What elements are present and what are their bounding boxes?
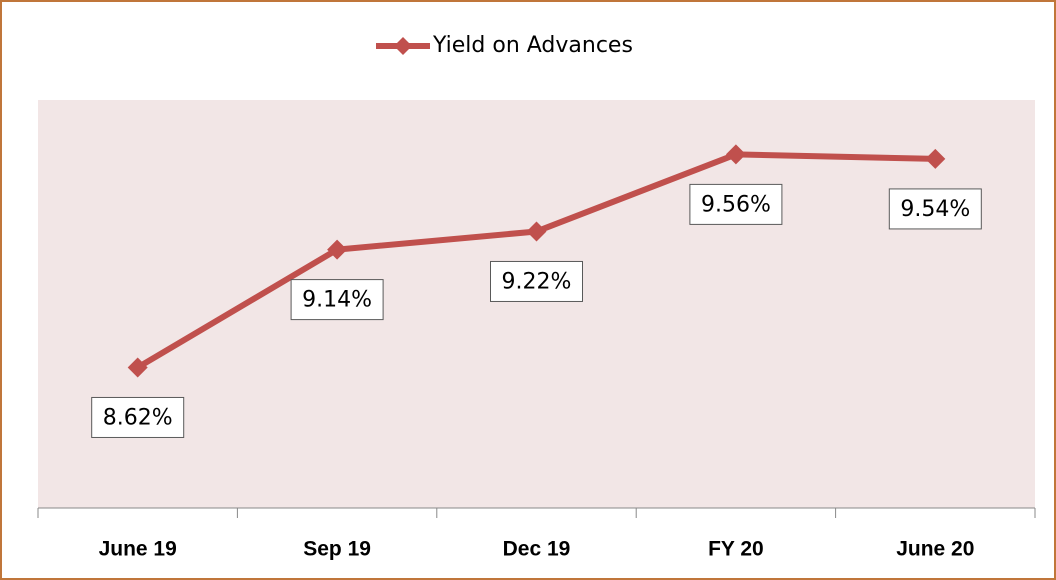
point-marker bbox=[526, 221, 547, 242]
data-label-box bbox=[888, 188, 982, 230]
point-marker bbox=[925, 148, 946, 169]
data-label-box bbox=[91, 396, 185, 438]
data-label-box bbox=[290, 279, 384, 321]
plot-area bbox=[38, 100, 1035, 508]
data-label: 9.56% bbox=[701, 192, 771, 217]
point-marker bbox=[127, 357, 148, 378]
data-label: 9.22% bbox=[502, 269, 572, 294]
x-tick-label: FY 20 bbox=[708, 538, 764, 561]
x-tick-label: June 20 bbox=[896, 538, 974, 561]
x-tick-label: Sep 19 bbox=[303, 538, 371, 561]
x-tick-label: June 19 bbox=[99, 538, 177, 561]
point-marker bbox=[725, 144, 746, 165]
legend-marker bbox=[394, 37, 412, 55]
data-label: 8.62% bbox=[103, 405, 173, 430]
data-label: 9.14% bbox=[302, 288, 372, 313]
x-tick-label: Dec 19 bbox=[503, 538, 571, 561]
data-label-box bbox=[689, 183, 783, 225]
legend-label: Yield on Advances bbox=[432, 33, 633, 58]
point-marker bbox=[327, 239, 348, 260]
data-label: 9.54% bbox=[900, 197, 970, 222]
data-label-box bbox=[490, 260, 583, 302]
